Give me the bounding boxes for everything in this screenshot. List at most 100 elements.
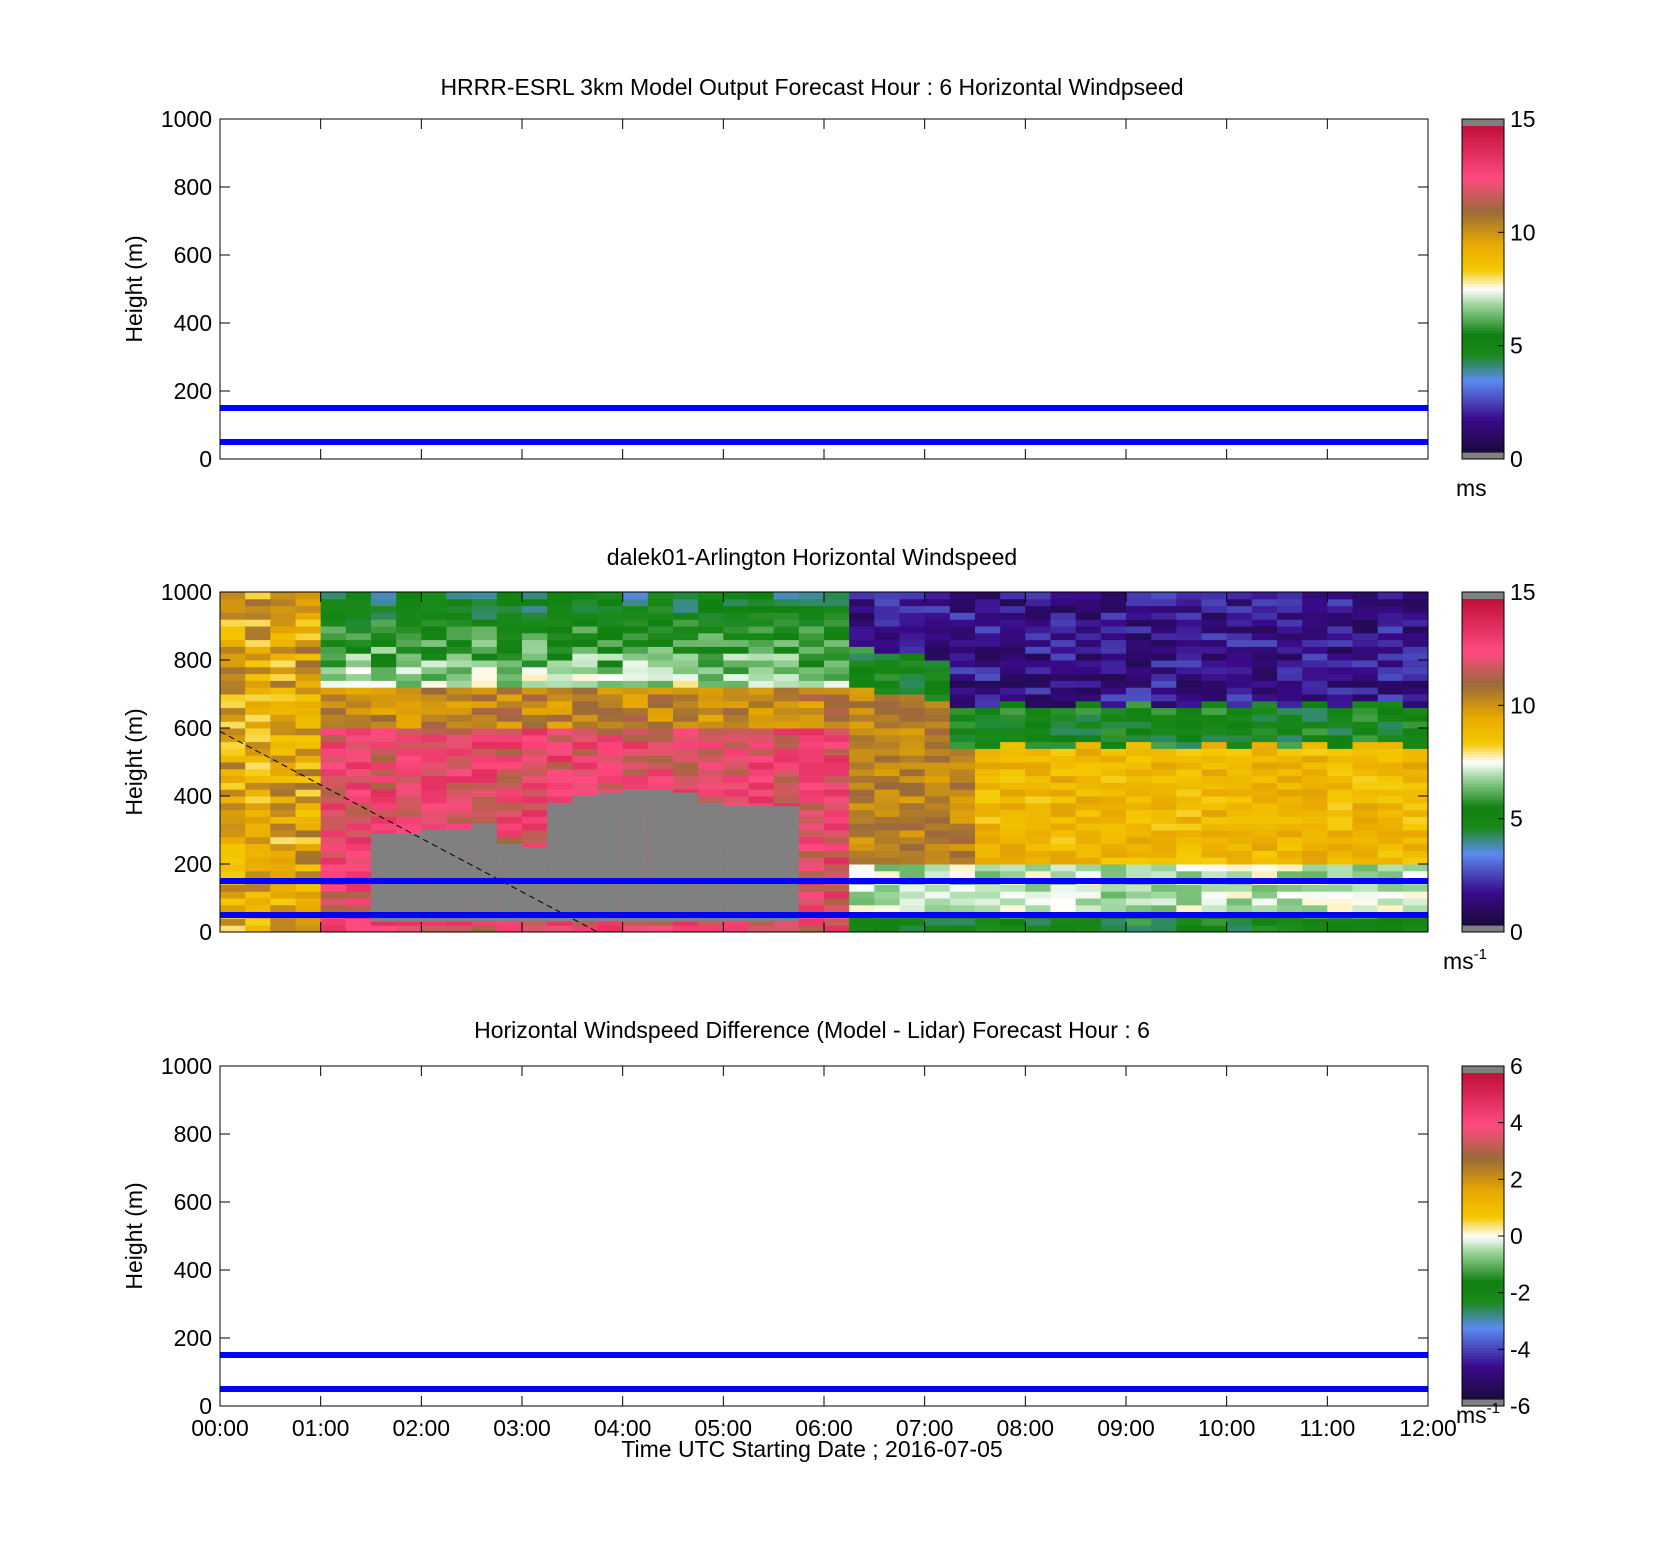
heatmap-cell xyxy=(1126,782,1152,790)
heatmap-cell xyxy=(1100,802,1127,811)
missing-data-cell xyxy=(371,833,397,922)
heatmap-cell xyxy=(1251,626,1278,634)
heatmap-cell xyxy=(975,823,1001,831)
colorbar-tick-label: -6 xyxy=(1510,1393,1530,1419)
heatmap-cell xyxy=(1025,864,1051,872)
heatmap-cell xyxy=(245,639,271,647)
heatmap-cell xyxy=(1402,768,1429,777)
heatmap-cell xyxy=(824,639,850,647)
heatmap-cell xyxy=(320,666,347,675)
heatmap-cell xyxy=(975,830,1001,838)
heatmap-cell xyxy=(471,680,498,688)
heatmap-cell xyxy=(773,768,800,777)
heatmap-cell xyxy=(396,734,422,743)
heatmap-cell xyxy=(1100,809,1127,817)
heatmap-cell xyxy=(924,646,951,654)
heatmap-cell xyxy=(1201,639,1228,647)
heatmap-cell xyxy=(421,782,447,790)
colorbar-segment xyxy=(1462,781,1504,785)
heatmap-cell xyxy=(1402,864,1429,872)
heatmap-cell xyxy=(849,925,875,933)
heatmap-cell xyxy=(1226,830,1253,838)
heatmap-cell xyxy=(547,789,573,797)
heatmap-cell xyxy=(1075,864,1102,872)
colorbar-segment xyxy=(1462,1352,1504,1357)
colorbar-segment xyxy=(1462,759,1504,763)
heatmap-cell xyxy=(673,741,699,749)
heatmap-cell xyxy=(270,904,296,913)
heatmap-cell xyxy=(320,836,347,845)
heatmap-cell xyxy=(1251,694,1278,702)
heatmap-cell xyxy=(295,687,322,695)
heatmap-cell xyxy=(1075,598,1102,607)
heatmap-cell xyxy=(1075,796,1102,804)
heatmap-cell xyxy=(1151,700,1177,709)
heatmap-cell xyxy=(1025,891,1051,899)
colorbar-segment xyxy=(1462,1344,1504,1348)
heatmap-cell xyxy=(798,925,825,933)
heatmap-cell xyxy=(496,687,523,695)
colorbar-segment xyxy=(1462,1159,1504,1164)
heatmap-cell xyxy=(496,660,523,668)
heatmap-cell xyxy=(572,721,598,729)
heatmap-cell xyxy=(496,734,523,743)
heatmap-cell xyxy=(522,646,548,654)
heatmap-cell xyxy=(1176,802,1202,811)
heatmap-cell xyxy=(1075,707,1102,715)
heatmap-cell xyxy=(1100,714,1127,722)
heatmap-cell xyxy=(446,918,473,926)
model-output-panel: HRRR-ESRL 3km Model Output Forecast Hour… xyxy=(121,74,1536,501)
heatmap-cell xyxy=(1151,796,1177,804)
heatmap-cell xyxy=(220,782,246,790)
heatmap-cell xyxy=(396,728,422,736)
heatmap-cell xyxy=(471,802,498,811)
heatmap-cell xyxy=(471,639,498,647)
heatmap-cell xyxy=(345,687,372,695)
heatmap-cell xyxy=(1050,809,1077,817)
heatmap-cell xyxy=(1126,680,1152,688)
heatmap-cell xyxy=(220,619,246,627)
heatmap-cell xyxy=(1151,843,1177,851)
colorbar-segment xyxy=(1462,1203,1504,1207)
heatmap-cell xyxy=(1302,796,1328,804)
colorbar-segment xyxy=(1462,384,1504,388)
heatmap-cell xyxy=(1126,619,1152,627)
heatmap-cell xyxy=(824,646,850,654)
heatmap-cell xyxy=(1251,666,1278,675)
heatmap-cell xyxy=(773,721,800,729)
heatmap-cell xyxy=(245,728,271,736)
heatmap-cell xyxy=(874,728,900,736)
heatmap-cell xyxy=(1251,884,1278,892)
heatmap-cell xyxy=(1176,673,1202,681)
heatmap-cell xyxy=(1327,843,1353,851)
heatmap-cell xyxy=(1176,843,1202,851)
heatmap-cell xyxy=(874,734,900,743)
heatmap-cell xyxy=(270,775,296,783)
heatmap-cell xyxy=(1126,660,1152,668)
heatmap-cell xyxy=(1402,639,1429,647)
heatmap-cell xyxy=(698,632,724,641)
colorbar-segment xyxy=(1462,1393,1504,1397)
heatmap-cell xyxy=(320,673,347,681)
heatmap-cell xyxy=(220,592,246,600)
heatmap-cell xyxy=(220,646,246,654)
heatmap-cell xyxy=(949,898,976,906)
heatmap-cell xyxy=(1352,823,1379,831)
heatmap-cell xyxy=(597,626,624,634)
colorbar-segment xyxy=(1462,1333,1504,1338)
colorbar-segment xyxy=(1462,416,1504,420)
heatmap-cell xyxy=(1151,850,1177,858)
heatmap-cell xyxy=(547,660,573,668)
heatmap-cell xyxy=(673,687,699,695)
heatmap-cell xyxy=(975,796,1001,804)
heatmap-cell xyxy=(522,925,548,933)
heatmap-cell xyxy=(1151,721,1177,729)
colorbar-segment xyxy=(1462,405,1504,410)
heatmap-cell xyxy=(446,626,473,634)
heatmap-cell xyxy=(673,626,699,634)
heatmap-cell xyxy=(421,707,447,715)
heatmap-cell xyxy=(1050,857,1077,865)
heatmap-cell xyxy=(1151,694,1177,702)
heatmap-cell xyxy=(949,680,976,688)
heatmap-cell xyxy=(1226,687,1253,695)
